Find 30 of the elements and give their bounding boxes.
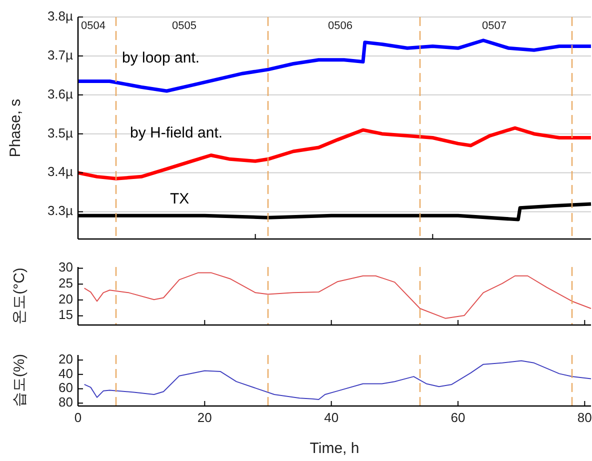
series-label: by loop ant. <box>122 49 200 66</box>
x-tick-label: 80 <box>577 410 592 425</box>
x-tick-label: 0 <box>74 410 82 425</box>
y-tick-label: 3.3µ <box>47 203 74 218</box>
y-tick-label: 3.4µ <box>47 164 74 180</box>
series-label: TX <box>170 190 190 208</box>
y-tick-label: 3.6µ <box>47 86 74 102</box>
x-tick-label: 60 <box>450 410 466 425</box>
y-tick-label: 20 <box>58 351 73 366</box>
annotation: 0504 <box>81 20 106 32</box>
x-axis-title: Time, h <box>310 440 360 457</box>
y-tick-label: 30 <box>58 260 73 275</box>
y-axis-title: Phase, s <box>7 98 24 158</box>
y-tick-label: 60 <box>58 380 73 396</box>
x-tick-label: 40 <box>324 410 339 425</box>
y-tick-label: 80 <box>58 394 73 410</box>
annotation: 0506 <box>328 20 352 32</box>
y-tick-label: 3.7µ <box>47 47 74 62</box>
series-label: by H-field ant. <box>130 124 223 142</box>
annotation: 0505 <box>172 20 196 32</box>
y-tick-label: 3.8µ <box>47 8 74 24</box>
annotation: 0507 <box>482 20 506 32</box>
x-tick-label: 20 <box>197 410 212 425</box>
y-tick-label: 25 <box>58 276 73 291</box>
y-tick-label: 3.5µ <box>47 125 74 140</box>
y-axis-title: 온도(°C) <box>11 268 28 324</box>
y-axis-title: 습도(%) <box>11 354 28 408</box>
y-tick-label: 15 <box>58 307 73 322</box>
y-tick-label: 40 <box>58 366 73 381</box>
y-tick-label: 20 <box>58 291 73 306</box>
